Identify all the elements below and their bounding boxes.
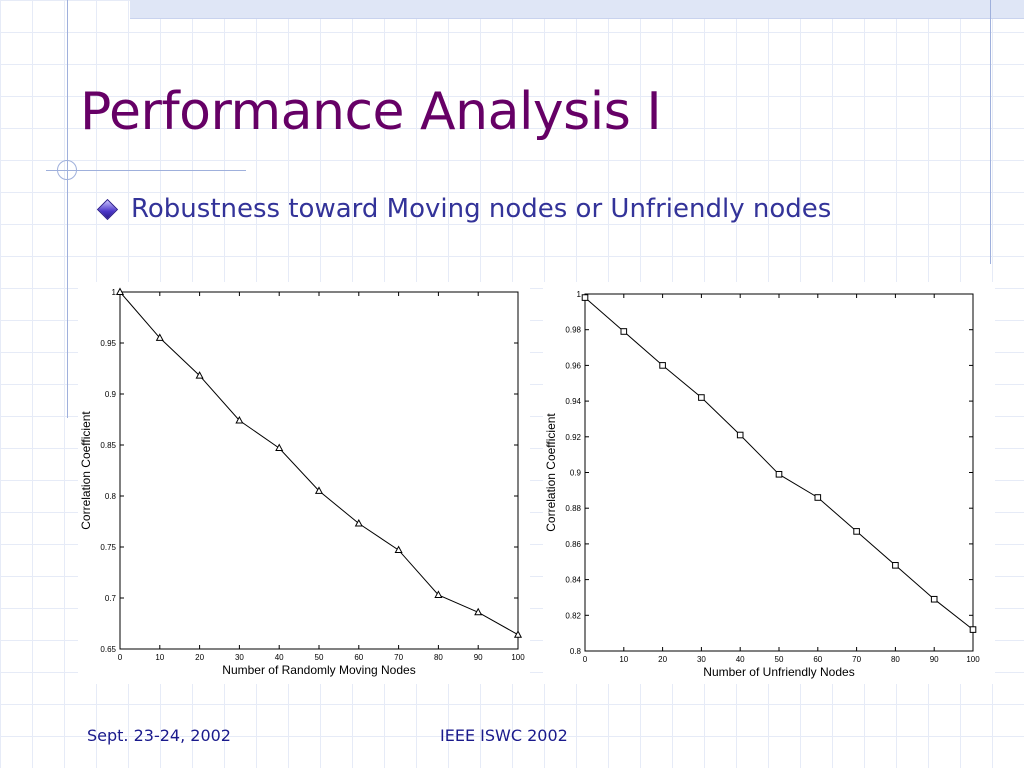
x-tick-label: 40 <box>736 655 745 664</box>
y-tick-label: 0.84 <box>565 576 581 585</box>
data-point-triangle <box>275 443 284 452</box>
y-tick-label: 0.94 <box>565 397 581 406</box>
data-point-triangle <box>354 518 363 527</box>
x-tick-label: 60 <box>354 653 363 662</box>
x-tick-label: 80 <box>434 653 443 662</box>
y-tick-label: 0.88 <box>565 504 581 513</box>
x-axis-label: Number of Randomly Moving Nodes <box>222 663 415 677</box>
y-tick-label: 0.92 <box>565 433 581 442</box>
y-tick-label: 0.96 <box>565 361 581 370</box>
x-tick-label: 60 <box>813 655 822 664</box>
x-tick-label: 0 <box>583 655 588 664</box>
data-point-square <box>698 394 705 401</box>
data-point-square <box>969 626 977 633</box>
data-point-triangle <box>235 415 244 424</box>
y-tick-label: 0.85 <box>100 441 116 450</box>
data-point-square <box>620 328 628 335</box>
bullet-text: Robustness toward Moving nodes or Unfrie… <box>131 194 832 224</box>
chart-unfriendly-nodes-svg: 0 10 20 30 40 50 60 70 80 90 100 0.8 0.82 0.84 0.86 0.8… <box>544 290 980 679</box>
data-point-square <box>736 431 744 439</box>
x-tick-label: 20 <box>658 655 667 664</box>
y-tick-label: 0.82 <box>565 611 581 620</box>
x-tick-label: 0 <box>118 653 123 662</box>
slide-title: Performance Analysis I <box>80 82 662 142</box>
x-tick-label: 100 <box>511 653 525 662</box>
title-underline-rule <box>46 170 246 171</box>
data-point-triangle <box>314 486 324 494</box>
right-vertical-rule <box>990 0 991 264</box>
x-tick-label: 70 <box>852 655 861 664</box>
series-line <box>119 291 519 636</box>
x-tick-label: 50 <box>775 655 784 664</box>
footer-date: Sept. 23-24, 2002 <box>87 726 231 745</box>
y-axis-label: Correlation Coefficient <box>544 413 558 532</box>
series-line <box>584 297 974 630</box>
x-tick-label: 30 <box>697 655 706 664</box>
y-tick-label: 0.8 <box>105 492 117 501</box>
x-tick-label: 80 <box>891 655 900 664</box>
data-point-square <box>581 294 589 301</box>
y-tick-label: 0.98 <box>565 326 581 335</box>
data-point-triangle <box>155 333 164 341</box>
x-tick-label: 10 <box>155 653 164 662</box>
x-tick-label: 50 <box>315 653 324 662</box>
data-point-triangle <box>434 590 443 598</box>
y-tick-label: 0.95 <box>100 339 116 348</box>
data-point-triangle <box>195 371 204 379</box>
plot-frame <box>119 291 519 650</box>
data-point-triangle <box>115 287 125 295</box>
data-point-square <box>853 528 860 535</box>
y-axis-label: Correlation Coefficient <box>79 411 93 530</box>
x-tick-label: 10 <box>619 655 628 664</box>
data-point-square <box>892 562 899 569</box>
data-point-square <box>814 494 822 501</box>
data-point-square <box>659 362 666 369</box>
bullet-item: Robustness toward Moving nodes or Unfrie… <box>96 194 832 224</box>
crosshair-circle <box>57 160 77 180</box>
left-vertical-rule <box>67 0 68 418</box>
footer-conference: IEEE ISWC 2002 <box>440 726 568 745</box>
data-point-triangle <box>394 545 403 554</box>
x-tick-label: 90 <box>930 655 939 664</box>
data-point-square <box>930 595 938 603</box>
chart-moving-nodes: 0 10 20 30 40 50 60 70 80 90 100 0.65 0.7 0.75 0.8 0.85… <box>78 282 530 684</box>
data-point-square <box>775 470 783 478</box>
x-tick-label: 100 <box>966 655 980 664</box>
x-tick-label: 30 <box>235 653 244 662</box>
y-tick-label: 0.8 <box>570 647 582 656</box>
chart-moving-nodes-svg: 0 10 20 30 40 50 60 70 80 90 100 0.65 0.7 0.75 0.8 0.85… <box>79 287 525 677</box>
y-tick-label: 0.7 <box>105 594 117 603</box>
data-point-triangle <box>474 607 483 616</box>
chart-unfriendly-nodes: 0 10 20 30 40 50 60 70 80 90 100 0.8 0.82 0.84 0.86 0.8… <box>543 282 995 684</box>
x-tick-label: 40 <box>275 653 284 662</box>
y-tick-label: 0.9 <box>570 469 582 478</box>
y-tick-label: 0.65 <box>100 645 116 654</box>
x-tick-label: 20 <box>195 653 204 662</box>
diamond-bullet-icon <box>96 198 119 220</box>
x-tick-label: 70 <box>394 653 403 662</box>
y-tick-label: 0.86 <box>565 540 581 549</box>
top-right-band <box>130 0 1024 19</box>
x-axis-label: Number of Unfriendly Nodes <box>703 665 854 679</box>
y-tick-label: 1 <box>577 290 582 299</box>
data-point-triangle <box>513 630 523 638</box>
y-tick-label: 0.9 <box>105 390 117 399</box>
y-tick-label: 0.75 <box>100 543 116 552</box>
y-tick-label: 1 <box>112 288 117 297</box>
x-tick-label: 90 <box>474 653 483 662</box>
